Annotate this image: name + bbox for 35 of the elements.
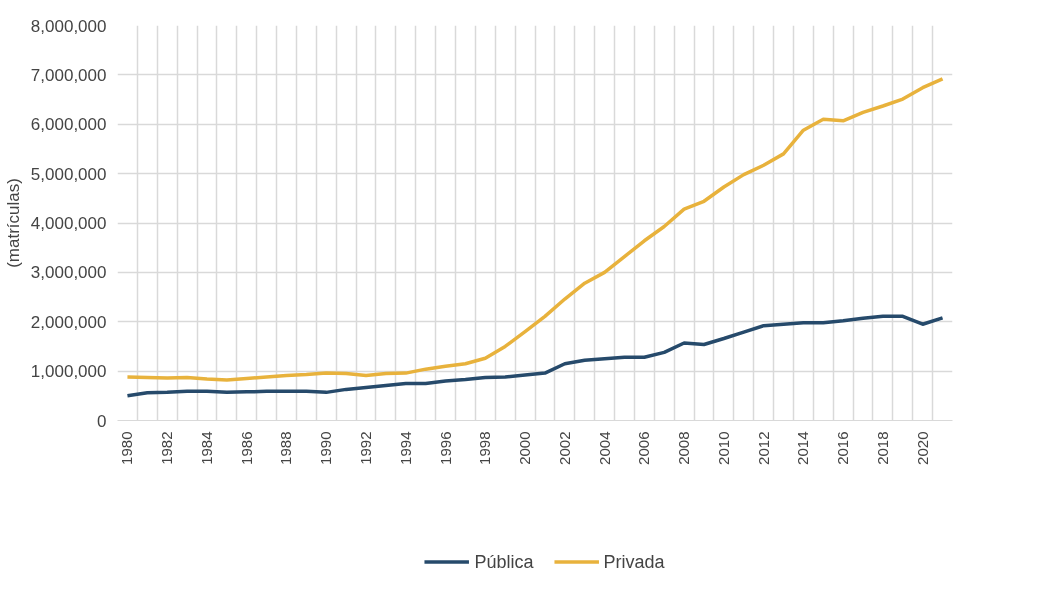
y-tick-label: 8,000,000: [30, 16, 107, 36]
x-tick-label: 2006: [635, 431, 653, 465]
x-tick-label: 2012: [754, 431, 772, 465]
x-tick-label: 1984: [197, 431, 215, 465]
y-tick-label: 6,000,000: [30, 115, 107, 135]
y-axis-title: (matrículas): [3, 178, 23, 268]
y-tick-label: 4,000,000: [30, 214, 107, 233]
x-tick-label: 2014: [794, 431, 812, 465]
x-tick-label: 2020: [913, 431, 931, 465]
legend-label: Pública: [474, 551, 534, 572]
y-tick-label: 7,000,000: [30, 65, 107, 85]
x-tick-label: 1988: [277, 431, 295, 465]
x-tick-label: 2016: [834, 431, 852, 465]
y-tick-label: 0: [97, 411, 107, 431]
x-tick-label: 1986: [237, 431, 255, 465]
y-tick-label: 1,000,000: [30, 362, 107, 382]
x-tick-label: 2018: [873, 431, 891, 465]
y-tick-label: 3,000,000: [30, 263, 107, 283]
x-tick-label: 2008: [675, 431, 693, 465]
y-tick-label: 5,000,000: [30, 164, 107, 184]
line-series: [125, 314, 945, 398]
x-tick-label: 2000: [516, 431, 534, 465]
x-tick-label: 1992: [357, 431, 375, 465]
x-tick-label: 1990: [317, 431, 335, 465]
x-tick-label: 1982: [158, 431, 176, 465]
x-tick-label: 2002: [555, 431, 573, 465]
x-tick-label: 2004: [595, 431, 613, 465]
x-tick-label: 1996: [436, 431, 454, 465]
line-series: [125, 77, 945, 382]
x-tick-label: 1994: [396, 431, 414, 465]
legend-label: Privada: [603, 551, 665, 572]
x-tick-label: 1998: [476, 431, 494, 465]
x-tick-label: 2010: [714, 431, 732, 465]
y-tick-label: 2,000,000: [30, 312, 107, 332]
x-tick-label: 1980: [118, 431, 136, 465]
